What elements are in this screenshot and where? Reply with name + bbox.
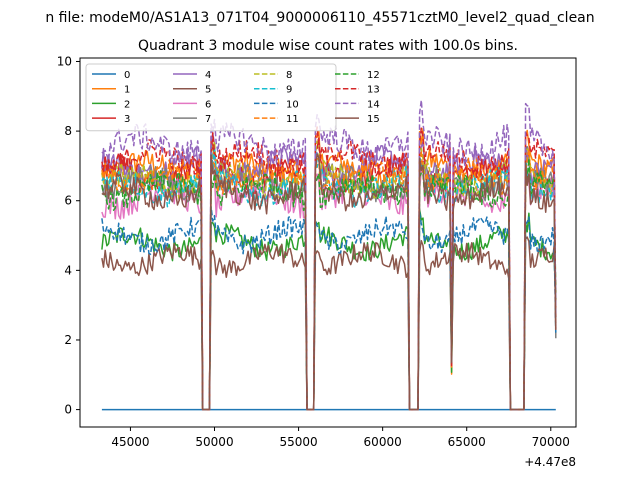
legend-label-9: 9 <box>286 85 292 96</box>
series-line-1 <box>101 127 557 411</box>
legend-label-6: 6 <box>205 99 211 110</box>
y-tick-label: 10 <box>57 54 72 68</box>
legend-label-15: 15 <box>367 114 380 125</box>
series-layer <box>101 99 557 411</box>
y-tick-label: 8 <box>64 124 72 138</box>
legend-frame <box>85 63 337 132</box>
legend-label-7: 7 <box>205 114 211 125</box>
x-tick-label: 45000 <box>111 435 149 449</box>
x-tick-label: 60000 <box>364 435 402 449</box>
legend-label-2: 2 <box>124 99 130 110</box>
legend-label-8: 8 <box>286 70 292 81</box>
y-tick-label: 2 <box>64 333 72 347</box>
legend-label-11: 11 <box>286 114 299 125</box>
legend-label-4: 4 <box>205 70 211 81</box>
x-tick-label: 55000 <box>279 435 317 449</box>
series-line-11 <box>101 148 557 411</box>
series-line-14 <box>101 99 557 411</box>
legend-label-0: 0 <box>124 70 130 81</box>
legend-label-14: 14 <box>367 99 380 110</box>
series-line-2 <box>101 208 557 411</box>
plot-frame <box>79 57 577 428</box>
series-line-12 <box>101 157 557 411</box>
legend-label-10: 10 <box>286 99 299 110</box>
series-line-15 <box>101 153 557 411</box>
series-line-5 <box>101 236 557 411</box>
plot-area <box>79 57 577 428</box>
chart-title: Quadrant 3 module wise count rates with … <box>138 38 518 54</box>
y-axis: 0 2 4 6 8 10 <box>57 54 80 417</box>
legend-label-13: 13 <box>367 85 380 96</box>
x-tick-label: 50000 <box>195 435 233 449</box>
legend-label-3: 3 <box>124 114 130 125</box>
legend-label-12: 12 <box>367 70 380 81</box>
y-tick-label: 6 <box>64 194 72 208</box>
legend-label-1: 1 <box>124 85 130 96</box>
figure-suptitle: n file: modeM0/AS1A13_071T04_9000006110_… <box>45 10 594 26</box>
x-tick-label: 65000 <box>448 435 486 449</box>
x-axis-offset-label: +4.47e8 <box>524 455 576 469</box>
x-axis: 45000 50000 55000 60000 65000 70000 <box>111 427 570 449</box>
y-tick-label: 0 <box>64 403 72 417</box>
legend-label-5: 5 <box>205 85 211 96</box>
series-line-10 <box>101 206 557 411</box>
x-tick-label: 70000 <box>532 435 570 449</box>
y-tick-label: 4 <box>64 263 72 277</box>
